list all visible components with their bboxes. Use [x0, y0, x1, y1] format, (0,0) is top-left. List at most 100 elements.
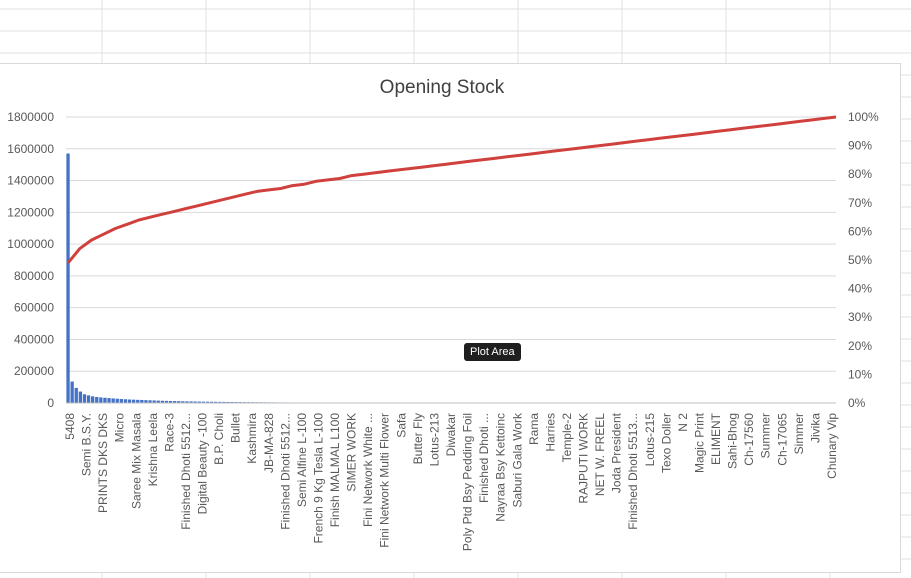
y2-tick-label: 50% — [848, 253, 872, 267]
x-tick-label: Ch-17560 — [742, 413, 756, 466]
bar — [127, 399, 132, 403]
y-tick-label: 400000 — [14, 332, 54, 346]
x-tick-label: Kashmira — [245, 413, 259, 464]
bar — [156, 400, 160, 403]
y2-tick-label: 20% — [848, 339, 872, 353]
bar — [226, 401, 230, 403]
x-tick-label: Finish MALMAL L100 — [328, 413, 342, 528]
x-tick-label: Semi Alfine L-100 — [295, 413, 309, 507]
x-tick-label: Summer — [759, 413, 773, 458]
y-tick-label: 200000 — [14, 364, 54, 378]
bar — [78, 391, 82, 403]
bar — [173, 401, 177, 403]
x-tick-label: Lotus-213 — [427, 413, 441, 467]
bar — [66, 153, 70, 403]
x-tick-label: Finished Dhoti ... — [477, 413, 491, 503]
bar — [168, 400, 173, 403]
y-tick-label: 1800000 — [7, 110, 54, 124]
bar — [193, 401, 197, 403]
y-tick-label: 0 — [47, 396, 54, 410]
x-tick-label: Finished Dhoti 5512... — [179, 413, 193, 530]
x-tick-label: PRINTS DKS DKS — [96, 413, 110, 513]
bar — [160, 400, 164, 403]
y-tick-label: 1000000 — [7, 237, 54, 251]
x-tick-label: Jivika — [808, 413, 822, 443]
x-tick-label: 5408 — [63, 413, 77, 440]
y-tick-label: 800000 — [14, 269, 54, 283]
bar — [91, 396, 95, 403]
bar — [95, 396, 99, 403]
bar — [148, 400, 152, 403]
x-tick-label: French 9 Kg Tesla L-100 — [312, 413, 326, 544]
x-tick-label: RAJPUTI WORK — [577, 413, 591, 504]
x-tick-label: Temple-2 — [560, 413, 574, 463]
y2-tick-label: 30% — [848, 310, 872, 324]
x-tick-label: Krishna Leela — [146, 413, 160, 487]
x-tick-label: ELIMENT — [709, 412, 723, 465]
x-tick-label: Sahi-Bhog — [726, 413, 740, 469]
x-tick-label: Simmer — [792, 413, 806, 454]
bar — [74, 387, 78, 403]
secondary-y-axis: 0% 10% 20% 30% 40% 50% 60% 70% 80% 90% 100% — [848, 110, 879, 410]
x-tick-label: Texo Doller — [659, 413, 673, 473]
y-tick-label: 1400000 — [7, 174, 54, 188]
x-tick-label: JB-MA-828 — [262, 413, 276, 473]
bar — [214, 401, 218, 403]
bar — [70, 381, 74, 403]
y2-tick-label: 10% — [848, 367, 872, 381]
x-tick-label: Saree Mix Masala — [129, 413, 143, 509]
x-tick-label: B.P. Choli — [212, 413, 226, 465]
bar — [123, 399, 128, 403]
x-axis: 5408 Semi B.S.Y. PRINTS DKS DKS Micro Saree … — [63, 402, 839, 551]
pareto-chart[interactable]: Opening Stock 0 200000 400000 600000 800000 1… — [0, 64, 900, 572]
bar — [197, 401, 201, 403]
bar — [177, 401, 181, 403]
x-tick-label: Micro — [113, 413, 127, 443]
x-tick-label: Fini Network White ... — [361, 413, 375, 527]
x-tick-label: Semi B.S.Y. — [80, 413, 94, 476]
x-tick-label: Finished Dhoti 5513... — [626, 413, 640, 530]
x-tick-label: Diwakar — [444, 413, 458, 456]
cumulative-line-series — [66, 115, 837, 264]
x-tick-label: Finished Dhoti 5512... — [278, 413, 292, 530]
y-tick-label: 600000 — [14, 301, 54, 315]
cumulative-line — [66, 115, 837, 264]
bar — [164, 400, 169, 403]
bar — [115, 398, 119, 403]
plot-area-tooltip: Plot Area — [464, 343, 521, 361]
x-tick-label: Fini Network Multi Flower — [378, 413, 392, 548]
x-tick-label: Bullet — [229, 412, 243, 443]
y2-tick-label: 100% — [848, 110, 879, 124]
bar — [185, 401, 189, 403]
bar — [107, 398, 111, 403]
primary-y-axis: 0 200000 400000 600000 800000 1000000 1200000 1… — [7, 110, 54, 410]
x-tick-label: SIMER WORK — [345, 413, 359, 492]
y-tick-label: 1600000 — [7, 142, 54, 156]
y2-tick-label: 90% — [848, 139, 872, 153]
chart-title: Opening Stock — [380, 77, 505, 98]
x-tick-label: Saburi Gala Work — [510, 412, 524, 507]
bar — [209, 401, 214, 403]
bar — [181, 401, 185, 403]
x-tick-label: Butter Fly — [411, 413, 425, 464]
x-tick-label: Lotus-215 — [643, 413, 657, 467]
bar — [189, 401, 193, 403]
bar — [111, 398, 115, 403]
y-tick-label: 1200000 — [7, 205, 54, 219]
bar — [99, 397, 103, 403]
x-tick-label: N 2 — [676, 413, 690, 432]
bar — [86, 395, 91, 403]
chart-gridlines — [66, 116, 836, 404]
x-tick-label: Ch-17065 — [775, 413, 789, 466]
bar — [144, 400, 148, 403]
bar-series — [66, 153, 394, 403]
x-tick-label: Safa — [394, 413, 408, 438]
x-tick-label: Joda President — [610, 412, 624, 493]
chart-container[interactable]: Opening Stock 0 200000 400000 600000 800000 1… — [0, 63, 901, 573]
x-tick-label: Magic Print — [693, 412, 707, 473]
y2-tick-label: 70% — [848, 196, 872, 210]
x-tick-label: Harries — [543, 413, 557, 452]
bar — [119, 399, 123, 403]
y2-tick-label: 80% — [848, 167, 872, 181]
x-tick-label: Race-3 — [162, 413, 176, 452]
